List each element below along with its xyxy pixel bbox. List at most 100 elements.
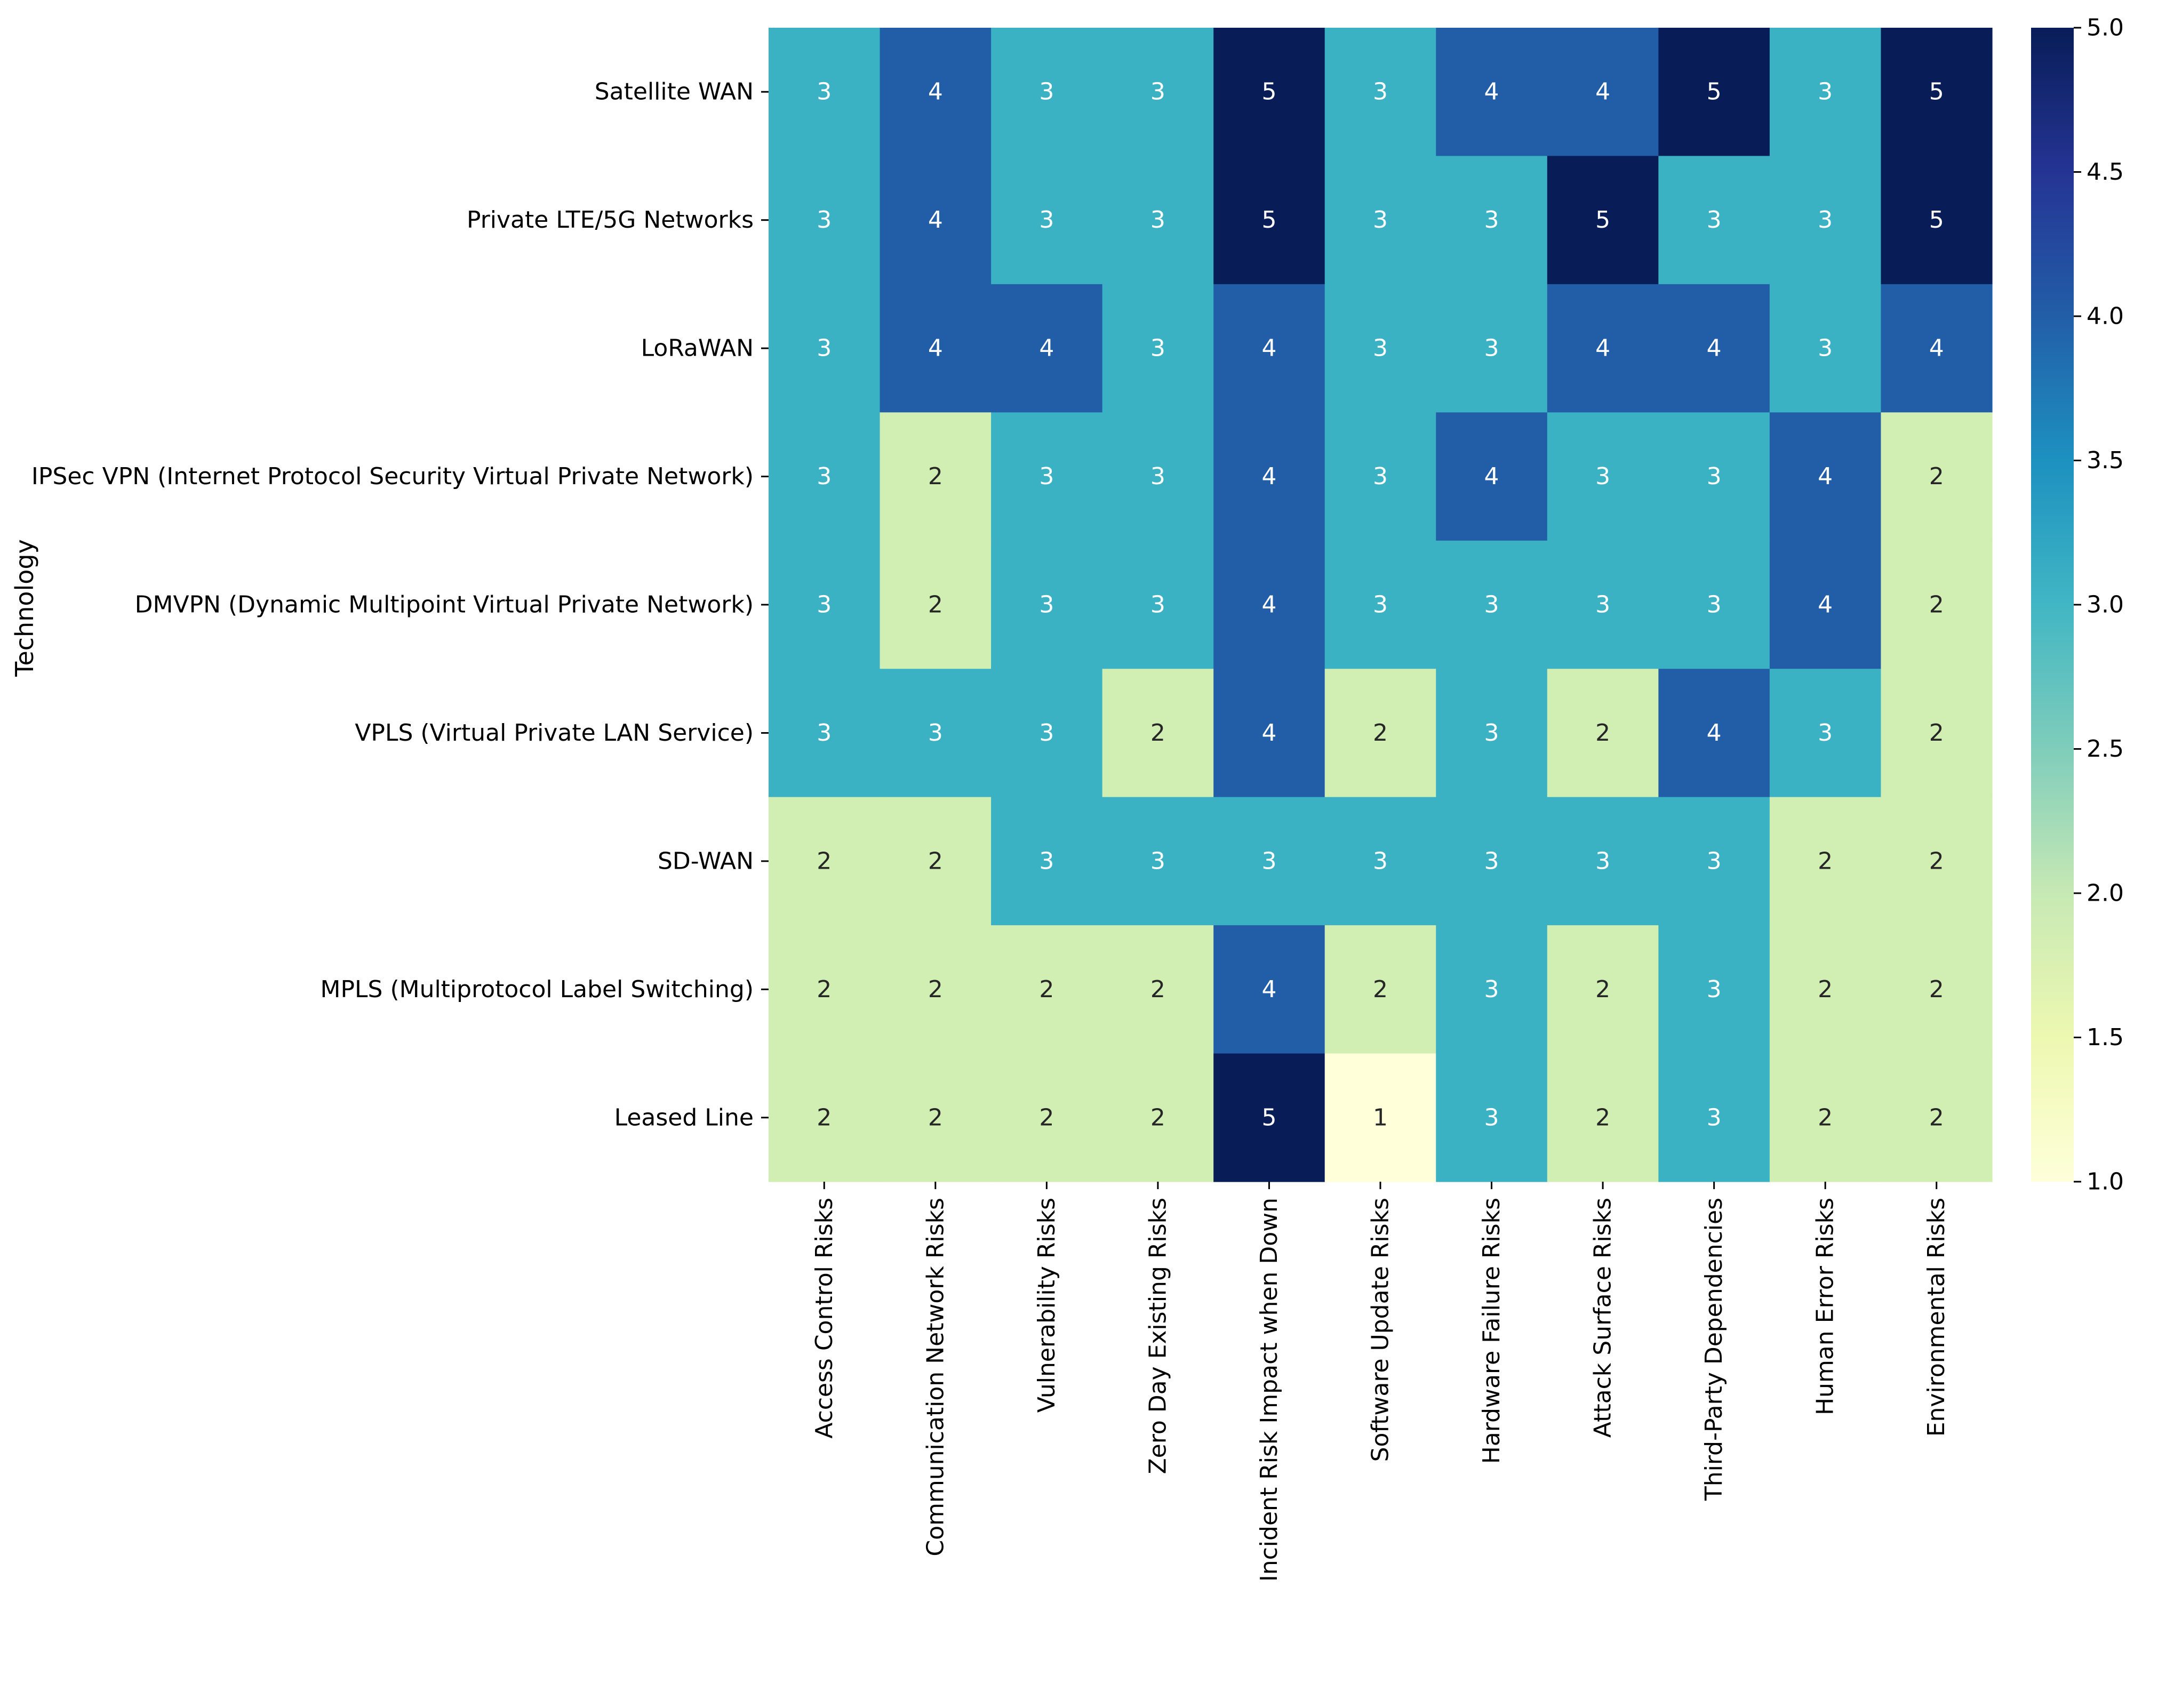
heatmap-cell: [991, 156, 1103, 285]
heatmap-cell: [769, 284, 881, 413]
heatmap-cell: [1547, 925, 1659, 1054]
cell-value-label: 4: [1818, 463, 1833, 490]
y-axis-ticks: Satellite WAN Private LTE/5G Networks LoRa…: [31, 78, 769, 1131]
heatmap-cell: [1658, 412, 1770, 541]
cell-value-label: 3: [1595, 463, 1610, 490]
cell-value-label: 2: [1818, 847, 1833, 875]
cell-value-label: 2: [1929, 976, 1944, 1003]
y-tick-label: MPLS (Multiprotocol Label Switching): [321, 976, 754, 1003]
cell-value-label: 3: [1150, 463, 1165, 490]
heatmap-cell: [1213, 925, 1325, 1054]
heatmap-cell: [1102, 540, 1214, 669]
cell-value-label: 1: [1373, 1104, 1388, 1131]
heatmap-cell: [1436, 412, 1548, 541]
cell-value-label: 2: [817, 1104, 832, 1131]
colorbar-tick-label: 3.5: [2087, 447, 2124, 474]
cell-value-label: 3: [817, 335, 832, 362]
cell-value-label: 2: [1373, 719, 1388, 747]
heatmap-cell: [991, 284, 1103, 413]
cell-value-label: 2: [928, 463, 943, 490]
cell-value-label: 3: [1818, 78, 1833, 106]
cell-value-label: 3: [1707, 591, 1722, 619]
cell-value-label: 4: [1261, 976, 1276, 1003]
x-tick-label: Vulnerability Risks: [1033, 1198, 1060, 1413]
cell-value-label: 4: [1261, 463, 1276, 490]
heatmap-cell: [991, 28, 1103, 157]
heatmap-cell: [880, 797, 992, 926]
cell-value-label: 3: [1484, 335, 1499, 362]
heatmap-cell: [1324, 540, 1436, 669]
cell-value-label: 3: [1150, 335, 1165, 362]
cell-value-label: 3: [1261, 847, 1276, 875]
heatmap-cell: [1881, 412, 1993, 541]
heatmap-cell: [1102, 669, 1214, 798]
cell-value-label: 4: [1261, 719, 1276, 747]
y-tick-label: DMVPN (Dynamic Multipoint Virtual Privat…: [135, 591, 754, 619]
cell-value-label: 2: [1595, 1104, 1610, 1131]
cell-value-label: 2: [1929, 847, 1944, 875]
heatmap-cell: [769, 28, 881, 157]
heatmap-cell: [1769, 925, 1882, 1054]
heatmap-cell: [1324, 284, 1436, 413]
heatmap-cell: [769, 156, 881, 285]
cell-value-label: 3: [1484, 976, 1499, 1003]
heatmap-cell: [1324, 28, 1436, 157]
cell-value-label: 3: [1484, 1104, 1499, 1131]
heatmap-cell: [1658, 1053, 1770, 1182]
heatmap-cells: [769, 28, 1993, 1182]
x-tick-label: Software Update Risks: [1367, 1198, 1394, 1462]
heatmap-cell: [1436, 540, 1548, 669]
heatmap-cell: [1213, 28, 1325, 157]
heatmap-cell: [1881, 156, 1993, 285]
heatmap-cell: [1324, 669, 1436, 798]
heatmap-cell: [1769, 669, 1882, 798]
colorbar-tick-label: 3.0: [2087, 591, 2124, 619]
colorbar-ticks: 1.0 1.5 2.0 2.5 3.0 3.5 4.0 4.5 5.0: [2074, 14, 2124, 1196]
cell-value-label: 4: [1484, 463, 1499, 490]
cell-value-label: 2: [1595, 719, 1610, 747]
heatmap-cell: [1436, 1053, 1548, 1182]
heatmap-cell: [1324, 156, 1436, 285]
heatmap-cell: [880, 669, 992, 798]
heatmap-cell: [1881, 284, 1993, 413]
heatmap-cell: [1436, 925, 1548, 1054]
heatmap-cell: [1881, 28, 1993, 157]
heatmap-cell: [991, 669, 1103, 798]
heatmap-cell: [991, 540, 1103, 669]
heatmap-cell: [1658, 284, 1770, 413]
heatmap-cell: [880, 28, 992, 157]
heatmap-cell: [1436, 284, 1548, 413]
heatmap-cell: [1658, 797, 1770, 926]
heatmap-cell: [1769, 1053, 1882, 1182]
cell-value-label: 2: [928, 847, 943, 875]
cell-value-label: 5: [1261, 206, 1276, 234]
cell-value-label: 4: [1818, 591, 1833, 619]
cell-value-label: 3: [1707, 1104, 1722, 1131]
heatmap-cell: [1213, 797, 1325, 926]
cell-value-label: 3: [1373, 335, 1388, 362]
cell-value-label: 3: [1373, 463, 1388, 490]
cell-value-label: 2: [1039, 976, 1054, 1003]
heatmap-cell: [1658, 28, 1770, 157]
heatmap-cell: [769, 797, 881, 926]
heatmap-cell: [1658, 540, 1770, 669]
cell-value-label: 5: [1929, 78, 1944, 106]
heatmap-cell: [1213, 1053, 1325, 1182]
cell-value-label: 3: [1707, 463, 1722, 490]
heatmap-cell: [1102, 284, 1214, 413]
cell-value-label: 5: [1261, 78, 1276, 106]
heatmap-cell: [1102, 156, 1214, 285]
heatmap-cell: [880, 1053, 992, 1182]
heatmap-cell: [991, 925, 1103, 1054]
heatmap-cell: [1547, 540, 1659, 669]
heatmap-cell: [1102, 28, 1214, 157]
cell-value-label: 3: [1818, 335, 1833, 362]
heatmap-cell: [1881, 669, 1993, 798]
cell-value-label: 3: [1484, 847, 1499, 875]
heatmap-cell: [1436, 156, 1548, 285]
heatmap-cell: [769, 669, 881, 798]
heatmap-cell: [1213, 284, 1325, 413]
heatmap-cell: [1213, 412, 1325, 541]
x-tick-label: Attack Surface Risks: [1589, 1198, 1617, 1438]
colorbar-tick-label: 2.5: [2087, 735, 2124, 763]
